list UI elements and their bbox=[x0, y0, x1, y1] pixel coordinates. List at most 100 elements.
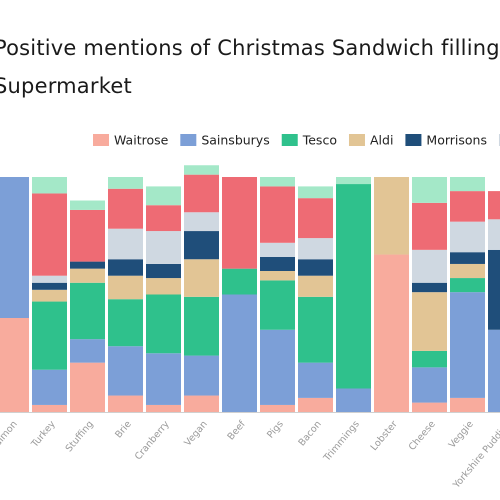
bar-segment-brie-waitrose bbox=[108, 395, 143, 412]
bar-segment-stuffing-sainsburys bbox=[70, 339, 105, 363]
x-tick-label-turkey: Turkey bbox=[29, 419, 58, 451]
bar-segment-salmon-waitrose bbox=[0, 318, 29, 412]
legend-swatch-asda bbox=[498, 134, 500, 146]
bar-segment-bacon-tesco bbox=[298, 296, 333, 363]
bar-segment-veggie-morrisons bbox=[450, 191, 485, 222]
bar-segment-lobster-waitrose bbox=[374, 254, 409, 412]
bar-segment-bacon-waitrose bbox=[298, 397, 333, 412]
bar-segment-cheese-tesco bbox=[412, 350, 447, 368]
bar-segment-cheese-aldi bbox=[412, 292, 447, 351]
bar-segment-vegan-waitrose bbox=[184, 165, 219, 175]
bar-segment-pigs-morrisons bbox=[260, 186, 295, 243]
legend-label-aldi: Aldi bbox=[370, 133, 393, 148]
bar-segment-cranberry-sainsburys bbox=[146, 353, 181, 405]
bar-segment-cranberry-morrisons bbox=[146, 263, 181, 279]
bar-segment-bacon-sainsburys bbox=[298, 362, 333, 398]
bar-segment-bacon-aldi bbox=[298, 275, 333, 297]
bar-segment-pigs-asda bbox=[260, 242, 295, 257]
x-tick-label-beef: Beef bbox=[226, 418, 249, 442]
bar-segment-bacon-asda bbox=[298, 238, 333, 260]
bar-segment-bacon-waitrose bbox=[298, 186, 333, 199]
legend-swatch-morrisons bbox=[405, 134, 422, 146]
legend-swatch-tesco bbox=[281, 134, 298, 146]
bar-segment-cheese-waitrose bbox=[412, 177, 447, 203]
bar-segment-cheese-sainsburys bbox=[412, 367, 447, 403]
x-tick-label-cranberry: Cranberry bbox=[133, 419, 172, 463]
bar-segment-beef-morrisons bbox=[222, 177, 257, 269]
bar-segment-stuffing-morrisons bbox=[70, 209, 105, 262]
bar-segment-turkey-waitrose bbox=[32, 404, 67, 412]
bar-segment-turkey-sainsburys bbox=[32, 369, 67, 405]
bar-segment-beef-sainsburys bbox=[222, 294, 257, 412]
bar-segment-cranberry-asda bbox=[146, 231, 181, 264]
legend-label-sainsburys: Sainsburys bbox=[201, 133, 269, 148]
x-tick-label-pigs: Pigs bbox=[265, 419, 286, 441]
legend-swatch-aldi bbox=[348, 134, 365, 146]
bar-segment-trimmings-waitrose bbox=[336, 177, 371, 185]
bar-segment-cranberry-waitrose bbox=[146, 186, 181, 206]
bar-segment-cranberry-morrisons bbox=[146, 205, 181, 232]
bar-segment-brie-morrisons bbox=[108, 188, 143, 229]
bar-segment-vegan-morrisons bbox=[184, 231, 219, 260]
bar-segment-turkey-morrisons bbox=[32, 282, 67, 290]
bar-segment-pigs-tesco bbox=[260, 280, 295, 330]
bar-segment-cranberry-tesco bbox=[146, 294, 181, 354]
bar-segment-lobster-aldi bbox=[374, 177, 409, 255]
bar-segment-stuffing-waitrose bbox=[70, 200, 105, 210]
bar-segment-vegan-asda bbox=[184, 212, 219, 232]
bar-segment-turkey-asda bbox=[32, 275, 67, 283]
bar-segment-vegan-sainsburys bbox=[184, 355, 219, 396]
x-tick-label-trimmings: Trimmings bbox=[321, 419, 362, 464]
x-tick-label-bacon: Bacon bbox=[296, 419, 323, 449]
bar-segment-cheese-asda bbox=[412, 249, 447, 283]
bar-segment-stuffing-morrisons bbox=[70, 261, 105, 269]
bar-segment-stuffing-tesco bbox=[70, 282, 105, 340]
bar-segment-veggie-waitrose bbox=[450, 177, 485, 192]
bar-segment-yorkshire-pudding-morrisons bbox=[488, 191, 500, 220]
bar-segment-turkey-aldi bbox=[32, 289, 67, 302]
bar-segment-stuffing-aldi bbox=[70, 268, 105, 283]
bar-segment-cheese-waitrose bbox=[412, 402, 447, 412]
bar-segment-pigs-aldi bbox=[260, 271, 295, 281]
x-tick-label-cheese: Cheese bbox=[407, 419, 438, 453]
x-tick-label-veggie: Veggie bbox=[447, 419, 476, 451]
bar-segment-brie-aldi bbox=[108, 275, 143, 300]
bar-segment-cranberry-waitrose bbox=[146, 404, 181, 412]
bar-segment-yorkshire-pudding-morrisons bbox=[488, 249, 500, 330]
bar-segment-trimmings-tesco bbox=[336, 184, 371, 389]
x-tick-label-vegan: Vegan bbox=[182, 419, 209, 449]
bar-segment-brie-waitrose bbox=[108, 177, 143, 189]
bar-segment-pigs-morrisons bbox=[260, 256, 295, 271]
legend-swatch-sainsburys bbox=[180, 134, 197, 146]
legend-label-tesco: Tesco bbox=[302, 133, 337, 148]
bar-segment-cranberry-aldi bbox=[146, 278, 181, 295]
bar-segment-turkey-waitrose bbox=[32, 177, 67, 194]
chart-title: Positive mentions of Christmas Sandwich … bbox=[0, 0, 500, 110]
chart-title-line-2: Supermarket bbox=[0, 74, 132, 98]
legend-swatch-waitrose bbox=[93, 134, 109, 146]
chart-title-line-1: Positive mentions of Christmas Sandwich … bbox=[0, 36, 500, 60]
x-tick-label-lobster: Lobster bbox=[369, 419, 400, 453]
bar-segment-brie-asda bbox=[108, 228, 143, 260]
bar-segment-yorkshire-pudding-sainsburys bbox=[488, 329, 500, 412]
bar-segment-bacon-morrisons bbox=[298, 259, 333, 276]
bar-segment-turkey-morrisons bbox=[32, 193, 67, 276]
chart-legend: WaitroseSainsburysTescoAldiMorrisonsAsda… bbox=[93, 133, 500, 148]
bar-segment-pigs-waitrose bbox=[260, 404, 295, 412]
bar-segment-vegan-waitrose bbox=[184, 395, 219, 412]
bar-segment-beef-tesco bbox=[222, 268, 257, 295]
x-tick-label-salmon: Salmon bbox=[0, 419, 20, 453]
bar-segment-veggie-sainsburys bbox=[450, 292, 485, 398]
bar-segment-veggie-tesco bbox=[450, 278, 485, 293]
bar-segment-pigs-waitrose bbox=[260, 177, 295, 187]
bar-segment-vegan-aldi bbox=[184, 259, 219, 297]
legend-label-waitrose: Waitrose bbox=[114, 133, 169, 148]
bar-segment-brie-tesco bbox=[108, 299, 143, 347]
bar-segment-turkey-tesco bbox=[32, 301, 67, 370]
bar-segment-salmon-sainsburys bbox=[0, 177, 29, 318]
legend-label-morrisons: Morrisons bbox=[426, 133, 487, 148]
bar-segment-veggie-waitrose bbox=[450, 397, 485, 412]
bar-segment-brie-morrisons bbox=[108, 259, 143, 276]
bar-segment-bacon-morrisons bbox=[298, 198, 333, 239]
